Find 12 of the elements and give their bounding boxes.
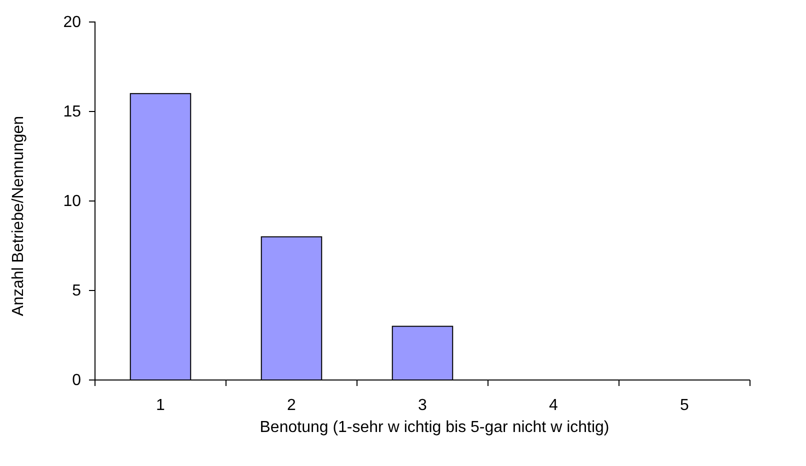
y-tick-label: 0 bbox=[72, 372, 82, 390]
y-axis-title: Anzahl Betriebe/Nennungen bbox=[10, 116, 27, 316]
x-tick-label: 3 bbox=[418, 397, 428, 414]
y-tick-label: 10 bbox=[63, 193, 82, 210]
x-tick-label: 2 bbox=[287, 397, 296, 414]
y-tick-label: 5 bbox=[72, 282, 82, 300]
y-tick-label: 15 bbox=[63, 104, 82, 121]
x-tick-label: 5 bbox=[680, 397, 690, 414]
y-tick-label: 20 bbox=[63, 14, 82, 32]
x-tick-label: 1 bbox=[156, 397, 166, 414]
x-tick-label: 4 bbox=[549, 397, 558, 414]
x-axis-title: Benotung (1-sehr w ichtig bis 5-gar nicht w ichtig) bbox=[260, 419, 610, 436]
